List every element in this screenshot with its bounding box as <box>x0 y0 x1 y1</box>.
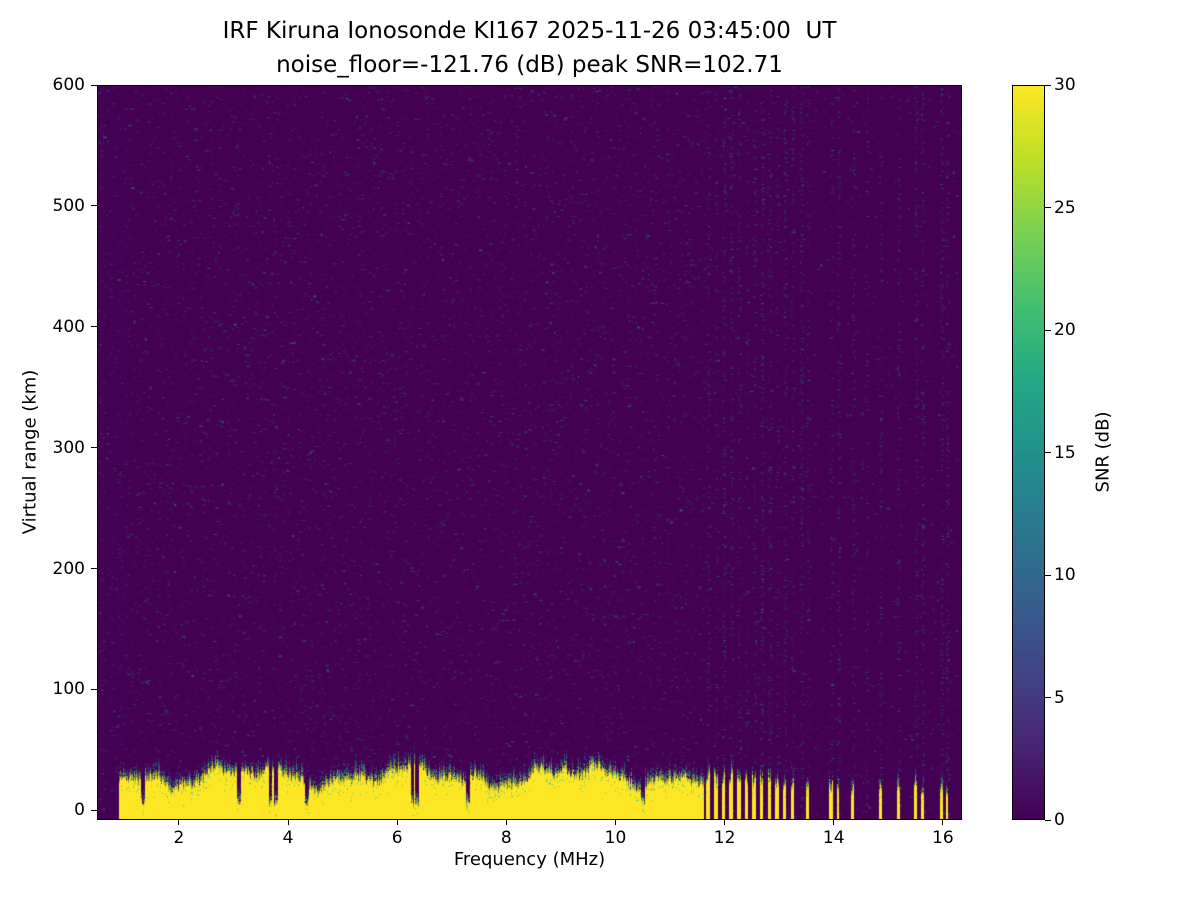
y-tick-label: 500 <box>52 195 85 216</box>
x-axis-label: Frequency (MHz) <box>453 849 606 870</box>
y-tick-mark <box>91 568 97 570</box>
colorbar-tick-mark <box>1045 819 1051 821</box>
colorbar-label: SNR (dB) <box>1092 411 1114 493</box>
colorbar-tick-mark <box>1045 452 1051 453</box>
y-tick-mark <box>91 326 97 328</box>
x-tick-label: 10 <box>604 828 627 848</box>
colorbar-tick-mark <box>1045 207 1051 208</box>
y-tick-mark <box>91 688 97 690</box>
chart-subtitle: noise_floor=-121.76 (dB) peak SNR=102.71 <box>276 52 783 78</box>
chart-title: IRF Kiruna Ionosonde KI167 2025-11-26 03… <box>222 18 837 44</box>
y-tick-label: 200 <box>52 558 85 579</box>
x-tick-mark <box>833 820 835 825</box>
y-tick-label: 300 <box>52 437 85 458</box>
y-tick-mark <box>91 84 97 86</box>
y-tick-label: 0 <box>74 800 85 821</box>
y-tick-label: 100 <box>52 679 85 700</box>
colorbar-tick-label: 30 <box>1054 75 1076 95</box>
x-tick-label: 12 <box>713 828 736 848</box>
x-tick-label: 14 <box>822 828 845 848</box>
colorbar-tick-label: 10 <box>1054 565 1076 585</box>
colorbar-tick-label: 25 <box>1054 197 1076 218</box>
heatmap-canvas <box>97 85 962 820</box>
colorbar-tick-label: 5 <box>1054 687 1065 708</box>
y-tick-label: 400 <box>52 316 85 337</box>
y-tick-mark <box>91 447 97 449</box>
x-tick-label: 8 <box>500 828 512 848</box>
colorbar-tick-mark <box>1045 84 1051 86</box>
colorbar-tick-label: 20 <box>1054 320 1076 340</box>
x-tick-label: 2 <box>173 828 185 848</box>
x-tick-mark <box>614 820 616 825</box>
x-tick-mark <box>287 820 289 825</box>
x-tick-label: 4 <box>282 828 294 848</box>
colorbar-tick-mark <box>1045 574 1051 576</box>
y-tick-mark <box>91 205 97 207</box>
x-tick-mark <box>396 820 398 825</box>
x-tick-label: 6 <box>391 828 403 848</box>
y-tick-mark <box>91 809 97 811</box>
x-tick-mark <box>505 820 507 825</box>
colorbar-tick-mark <box>1045 697 1051 698</box>
colorbar-tick-mark <box>1045 329 1051 331</box>
x-tick-mark <box>178 820 180 825</box>
colorbar-tick-label: 15 <box>1054 442 1076 463</box>
x-tick-mark <box>942 820 944 825</box>
x-tick-mark <box>724 820 726 825</box>
x-tick-label: 16 <box>932 828 954 848</box>
colorbar-gradient <box>1012 85 1045 820</box>
y-tick-label: 600 <box>52 75 85 95</box>
colorbar-tick-label: 0 <box>1054 810 1065 830</box>
